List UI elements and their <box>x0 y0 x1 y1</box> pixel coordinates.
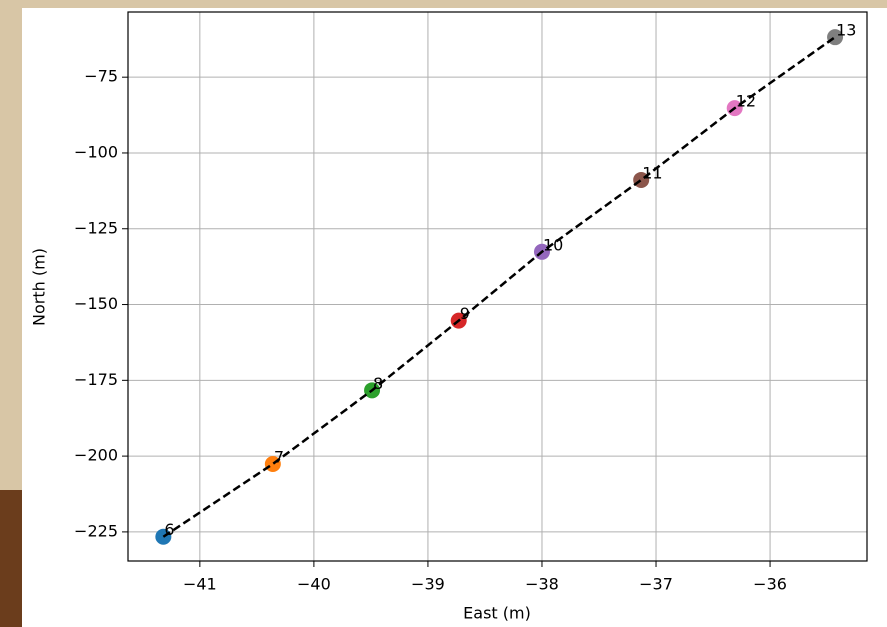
point-label: 10 <box>543 235 563 254</box>
axes-frame <box>127 11 868 562</box>
point-label: 6 <box>164 520 174 539</box>
y-tick-label: −75 <box>84 67 118 86</box>
y-axis-label: North (m) <box>30 248 49 326</box>
y-tick-label: −150 <box>74 294 118 313</box>
point-label: 9 <box>460 304 470 323</box>
x-tick-label: −40 <box>297 575 331 594</box>
x-tick-label: −36 <box>753 575 787 594</box>
plot-area <box>128 12 867 561</box>
trend-line <box>162 36 836 538</box>
y-tick-label: −100 <box>74 142 118 161</box>
x-axis-label: East (m) <box>463 604 531 623</box>
y-tick-label: −125 <box>74 218 118 237</box>
background-wood <box>0 490 22 627</box>
point-label: 8 <box>373 374 383 393</box>
point-label: 11 <box>642 163 662 182</box>
x-tick-label: −39 <box>411 575 445 594</box>
point-label: 12 <box>736 92 756 111</box>
x-tick-label: −41 <box>183 575 217 594</box>
y-tick-label: −175 <box>74 370 118 389</box>
point-label: 7 <box>274 447 284 466</box>
y-tick-label: −225 <box>74 521 118 540</box>
point-label: 13 <box>836 21 856 40</box>
x-tick-label: −38 <box>525 575 559 594</box>
y-tick-label: −200 <box>74 446 118 465</box>
x-tick-label: −37 <box>639 575 673 594</box>
